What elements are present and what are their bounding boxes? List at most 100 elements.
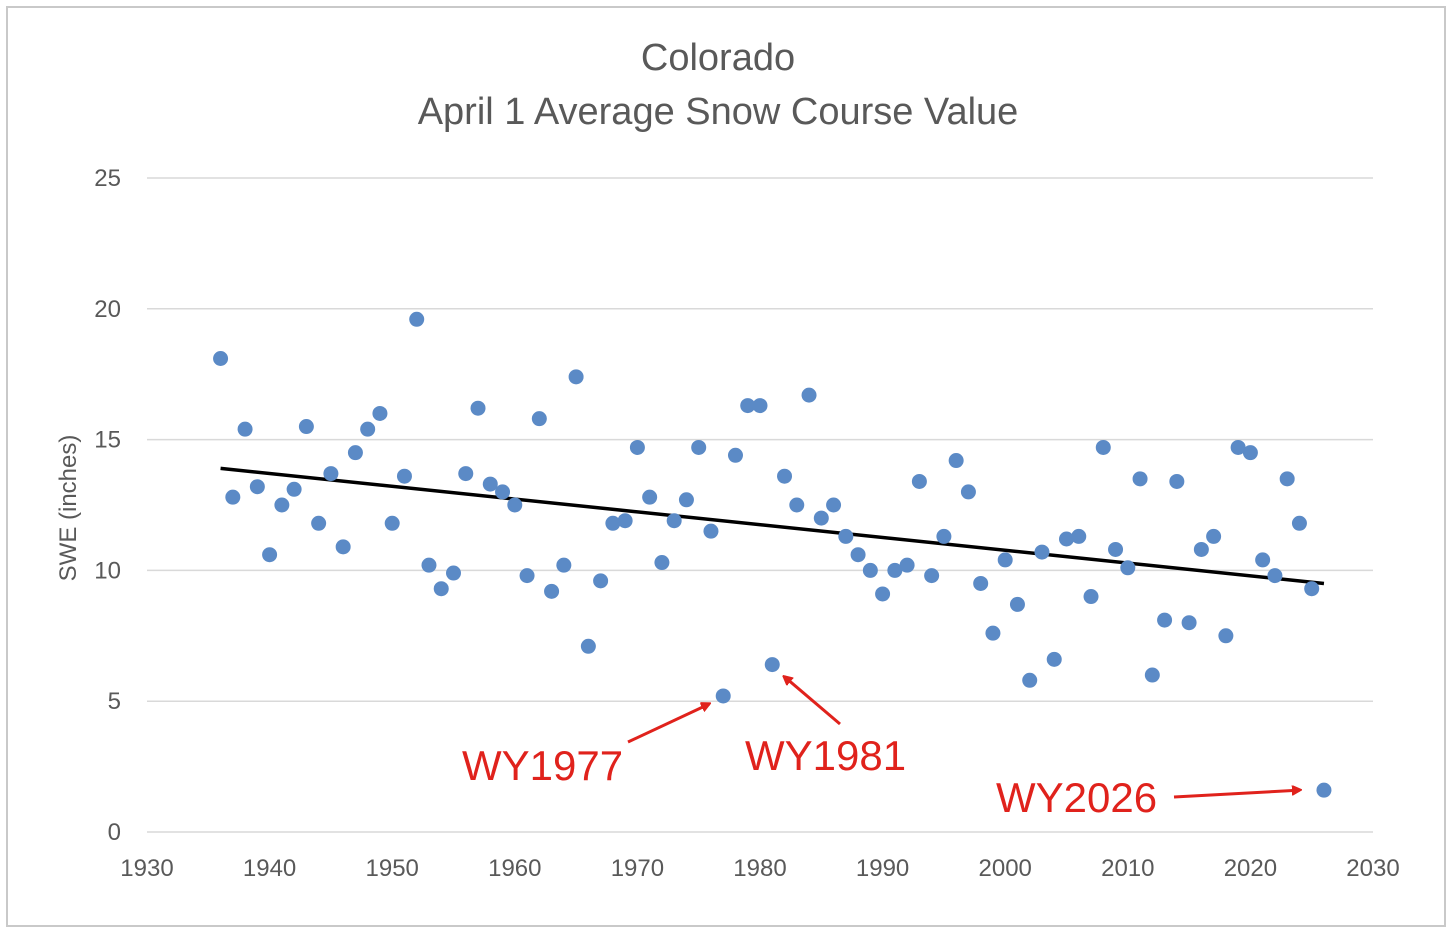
data-points xyxy=(213,311,1332,798)
y-tick-label: 10 xyxy=(94,557,121,584)
data-point xyxy=(678,492,694,508)
y-tick-label: 0 xyxy=(108,819,121,846)
data-point xyxy=(764,657,780,673)
chart-frame xyxy=(6,6,1446,927)
data-point xyxy=(973,575,989,591)
x-tick-label: 1950 xyxy=(366,855,419,882)
data-point xyxy=(789,497,805,513)
data-point xyxy=(384,515,400,531)
data-point xyxy=(1132,471,1148,487)
x-tick-label: 1940 xyxy=(243,855,296,882)
annotation-label: WY2026 xyxy=(996,774,1157,821)
data-point xyxy=(1046,651,1062,667)
data-point xyxy=(213,351,229,367)
y-tick-label: 5 xyxy=(108,688,121,715)
x-tick-label: 2030 xyxy=(1346,855,1399,882)
annotation-label: WY1977 xyxy=(462,742,623,789)
data-point xyxy=(850,547,866,563)
data-point xyxy=(544,583,560,599)
trendline xyxy=(220,466,1325,586)
data-point xyxy=(1022,672,1038,688)
data-point xyxy=(1108,541,1124,557)
data-point xyxy=(1169,473,1185,489)
data-point xyxy=(1157,612,1173,628)
data-point xyxy=(629,439,645,455)
y-tick-label: 20 xyxy=(94,296,121,323)
data-point xyxy=(617,513,633,529)
data-point xyxy=(580,638,596,654)
x-tick-label: 1980 xyxy=(733,855,786,882)
data-point xyxy=(838,528,854,544)
data-point xyxy=(740,398,756,414)
data-point xyxy=(1291,515,1307,531)
data-point xyxy=(1304,581,1320,597)
data-point xyxy=(531,411,547,427)
data-point xyxy=(1071,528,1087,544)
data-point xyxy=(1120,560,1136,576)
x-tick-label: 1990 xyxy=(856,855,909,882)
trendline-layer xyxy=(220,466,1325,586)
data-point xyxy=(1095,439,1111,455)
data-point xyxy=(1218,628,1234,644)
data-point xyxy=(899,557,915,573)
data-point xyxy=(593,573,609,589)
x-tick-label: 1970 xyxy=(611,855,664,882)
x-tick-label: 1930 xyxy=(120,855,173,882)
data-point xyxy=(1083,589,1099,605)
annotation-label: WY1981 xyxy=(745,732,906,779)
data-point xyxy=(482,476,498,492)
data-point xyxy=(703,523,719,539)
data-point xyxy=(801,387,817,403)
data-point xyxy=(1144,667,1160,683)
data-point xyxy=(642,489,658,505)
data-point xyxy=(887,562,903,578)
data-point xyxy=(875,586,891,602)
data-point xyxy=(262,547,278,563)
data-point xyxy=(249,479,265,495)
annotation-arrow xyxy=(1173,790,1300,799)
data-point xyxy=(862,562,878,578)
data-point xyxy=(446,565,461,581)
data-point xyxy=(568,369,584,385)
data-point xyxy=(1279,471,1295,487)
data-point xyxy=(948,453,964,469)
annotation-arrow xyxy=(627,704,709,744)
data-point xyxy=(715,688,731,704)
data-point xyxy=(1255,552,1271,568)
data-point xyxy=(1267,568,1283,584)
data-point xyxy=(470,400,486,416)
data-point xyxy=(347,445,363,461)
data-point xyxy=(311,515,327,531)
data-point xyxy=(458,466,474,482)
data-point xyxy=(813,510,829,526)
data-point xyxy=(985,625,1001,641)
data-point xyxy=(396,468,412,484)
data-point xyxy=(409,311,425,327)
data-point xyxy=(752,398,768,414)
data-point xyxy=(1230,439,1246,455)
data-point xyxy=(335,539,351,555)
chart-title-line1: Colorado xyxy=(641,37,795,79)
data-point xyxy=(519,568,535,584)
x-tick-label: 2000 xyxy=(979,855,1032,882)
data-point xyxy=(495,484,511,500)
data-point xyxy=(225,489,241,505)
data-point xyxy=(1034,544,1050,560)
data-point xyxy=(1316,782,1332,798)
data-point xyxy=(911,473,927,489)
chart-title-line2: April 1 Average Snow Course Value xyxy=(418,91,1019,133)
data-point xyxy=(372,405,388,421)
data-point xyxy=(605,515,621,531)
data-point xyxy=(421,557,437,573)
tick-labels: 0 5 10 15 20 25 1930 1940 1950 1960 1970 1980 1990 20… xyxy=(94,165,1399,882)
y-tick-label: 15 xyxy=(94,427,121,454)
data-point xyxy=(1181,615,1197,631)
data-point xyxy=(286,481,302,497)
x-tick-label: 1960 xyxy=(488,855,541,882)
x-tick-label: 2020 xyxy=(1224,855,1277,882)
data-point xyxy=(556,557,572,573)
data-point xyxy=(237,421,253,437)
data-point xyxy=(1242,445,1258,461)
data-point xyxy=(924,568,940,584)
